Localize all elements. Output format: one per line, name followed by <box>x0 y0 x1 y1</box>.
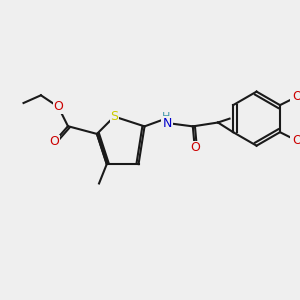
Text: H: H <box>162 112 170 122</box>
Text: S: S <box>110 110 118 123</box>
Text: N: N <box>163 117 172 130</box>
Text: O: O <box>190 141 200 154</box>
Text: O: O <box>292 90 300 103</box>
Text: O: O <box>292 134 300 147</box>
Text: O: O <box>50 135 59 148</box>
Text: O: O <box>53 100 63 113</box>
